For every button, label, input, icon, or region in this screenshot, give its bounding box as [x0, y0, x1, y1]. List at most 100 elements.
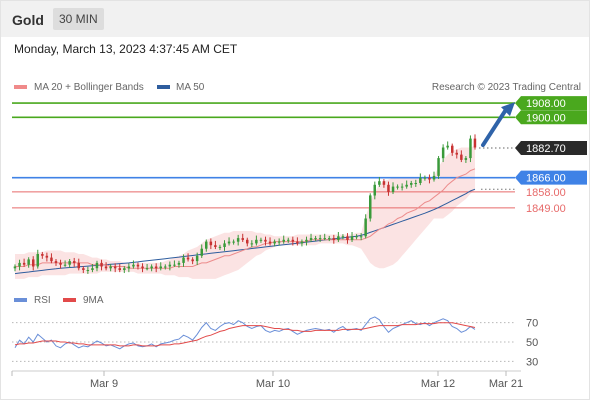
candle-body [164, 266, 167, 268]
candle-body [118, 268, 121, 270]
candle-body [218, 246, 222, 248]
candle-body [191, 259, 194, 262]
candle-body [287, 239, 290, 241]
x-tick-label: Mar 9 [90, 378, 118, 390]
rsi-tick-label: 30 [526, 356, 538, 368]
candle-body [328, 238, 331, 240]
candle-body [259, 239, 263, 241]
candle-body [227, 241, 231, 244]
ma20-line [15, 168, 476, 269]
candle-body [396, 186, 399, 188]
legend-ma9-swatch [63, 298, 76, 302]
candle-body [13, 266, 17, 269]
candle-body [273, 241, 276, 244]
rsi-tick-label: 50 [526, 337, 538, 349]
candle-body [464, 158, 468, 160]
candle-body [246, 239, 249, 244]
legend-ma50-swatch [157, 85, 170, 89]
candle-body [150, 266, 153, 269]
credit-text: Research © 2023 Trading Central [432, 82, 581, 93]
candle-body [451, 145, 454, 153]
timeframe-badge[interactable]: 30 MIN [53, 8, 104, 30]
candle-body [318, 238, 322, 240]
candle-body [378, 181, 381, 185]
legend-ma20-swatch [14, 85, 27, 89]
candle-body [277, 241, 281, 243]
candle-body [113, 266, 117, 269]
candle-body [250, 243, 254, 245]
datetime-label: Monday, March 13, 2023 4:37:45 AM CET [14, 42, 238, 56]
candle-body [45, 255, 49, 258]
candle-body [41, 254, 44, 256]
candle-body [300, 241, 304, 244]
candle-body [123, 268, 126, 270]
candle-body [154, 266, 158, 269]
level-tag-current [515, 141, 587, 156]
candle-body [104, 266, 108, 269]
level-label-current: 1882.70 [526, 143, 566, 155]
level-label-target: 1900.00 [526, 112, 566, 124]
candle-body [205, 241, 208, 249]
bollinger-band [15, 145, 475, 279]
candle-body [455, 152, 458, 155]
level-tag-target [515, 110, 587, 125]
candle-body [173, 264, 176, 266]
candle-body [141, 266, 144, 269]
level-tag-pivot [515, 170, 587, 185]
projection-arrow-shaft [481, 109, 507, 148]
moving-averages [14, 168, 476, 275]
candle-body [95, 262, 99, 269]
candle-body [18, 262, 21, 267]
candle-body [195, 255, 199, 262]
legend-ma20-label: MA 20 + Bollinger Bands [34, 82, 144, 93]
candle-body [22, 262, 26, 265]
chart-legend: MA 20 + Bollinger Bands MA 50 Research ©… [14, 82, 581, 93]
candle-body [332, 238, 336, 240]
candle-body [373, 184, 376, 196]
candle-body [27, 259, 30, 265]
candle-body [232, 241, 235, 243]
candle-body [400, 186, 404, 188]
bollinger-band-area [15, 145, 475, 279]
candle-body [100, 262, 103, 267]
candle-body [264, 239, 267, 242]
level-label-support: 1849.00 [526, 203, 566, 215]
candle-body [346, 236, 349, 240]
level-label-target: 1908.00 [526, 98, 566, 110]
candle-body [36, 254, 39, 267]
candle-body [337, 236, 340, 240]
level-tag-target [515, 96, 587, 111]
candle-body [214, 245, 217, 247]
level-lines [12, 102, 515, 209]
candle-body [355, 236, 358, 238]
candle-body [405, 184, 408, 187]
candle-body [382, 181, 386, 185]
candle-body [186, 257, 190, 260]
candle-body [350, 236, 354, 240]
x-axis-ticks: Mar 9 Mar 10 Mar 12 Mar 21 [11, 371, 523, 390]
candle-body [255, 239, 258, 244]
rsi-tick-label: 70 [526, 318, 538, 330]
candle-body [59, 262, 62, 265]
candle-body [441, 147, 445, 159]
candle-body [369, 195, 372, 219]
candle-body [296, 241, 299, 244]
symbol-title: Gold [12, 12, 44, 28]
candle-body [241, 238, 244, 240]
candle-body [387, 184, 390, 192]
candle-body [314, 238, 317, 240]
candle-body [77, 262, 80, 269]
candle-body [309, 238, 313, 240]
candle-body [282, 239, 285, 242]
candle-body [82, 268, 85, 270]
candle-body [68, 261, 71, 265]
candle-body [414, 183, 417, 184]
candle-body [460, 154, 463, 160]
candle-body [432, 175, 436, 180]
legend-rsi-swatch [14, 298, 27, 302]
candle-body [291, 239, 295, 242]
x-tick-label: Mar 10 [256, 378, 290, 390]
candle-body [50, 257, 53, 262]
